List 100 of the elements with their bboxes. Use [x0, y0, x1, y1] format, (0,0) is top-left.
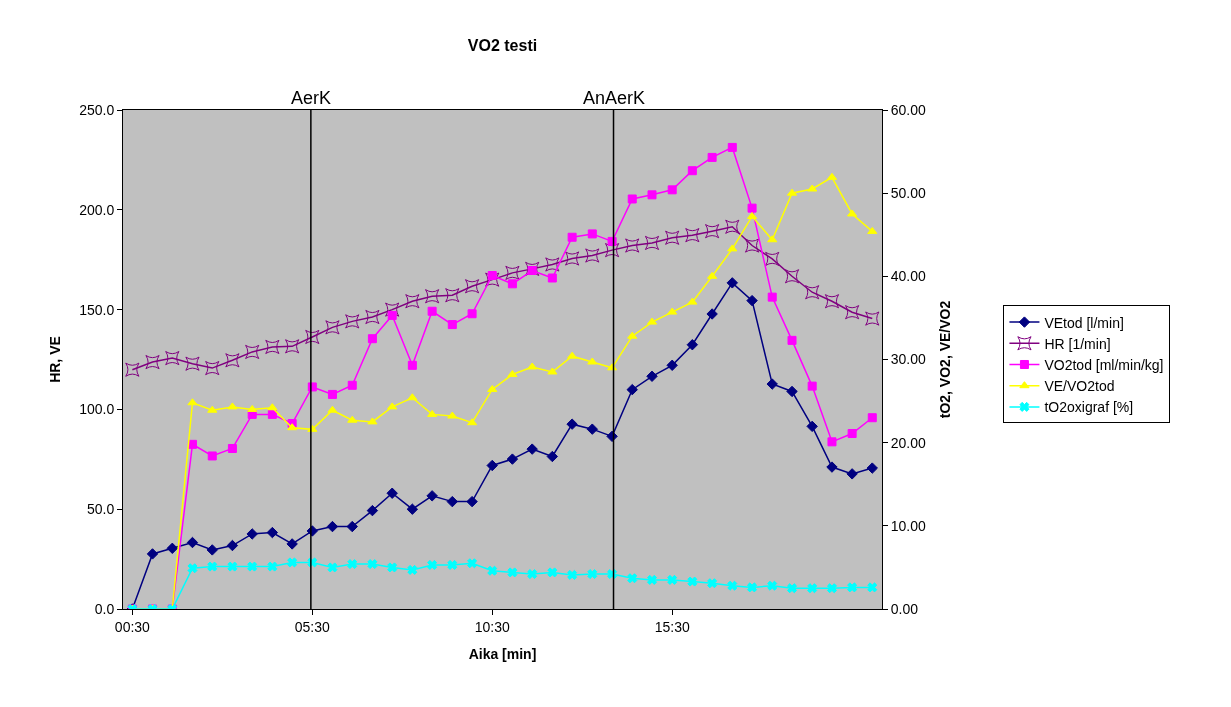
point [207, 561, 218, 572]
point [847, 582, 858, 593]
point [207, 451, 217, 461]
y-tick-label: 150.0 [79, 301, 115, 318]
y2-tick-label: 10.00 [890, 517, 927, 534]
y2-tick-label: 50.00 [890, 185, 927, 202]
point [166, 542, 178, 555]
point [327, 405, 338, 413]
point [407, 393, 418, 401]
point [365, 309, 380, 325]
point [587, 229, 597, 239]
point [466, 495, 478, 508]
point [405, 294, 420, 309]
y-tick-label: 200.0 [79, 201, 115, 218]
point [727, 142, 737, 152]
point [627, 331, 638, 339]
point [267, 403, 278, 411]
point [666, 359, 678, 371]
point [447, 411, 458, 419]
y-tick-label: 100.0 [79, 401, 115, 418]
point [486, 459, 498, 472]
y2-tick-label: 30.00 [890, 351, 927, 368]
point [287, 423, 298, 431]
point [646, 370, 658, 382]
point [526, 443, 538, 455]
point [807, 381, 817, 391]
point [687, 576, 698, 587]
point [165, 351, 180, 366]
point [527, 362, 538, 370]
point [446, 495, 458, 508]
point [625, 238, 640, 253]
point [505, 265, 520, 280]
point [867, 582, 878, 593]
point [747, 582, 758, 593]
point [766, 378, 778, 390]
point [125, 362, 140, 377]
point [667, 307, 678, 315]
y2-tick-label: 0.00 [890, 600, 919, 617]
point [566, 418, 578, 430]
point [707, 578, 718, 589]
y2-tick-label: 60.00 [890, 101, 927, 118]
point [744, 238, 760, 253]
ref-line-label: AerK [291, 88, 332, 108]
point [347, 559, 358, 570]
point [247, 561, 258, 572]
point [806, 420, 818, 433]
point [267, 409, 277, 419]
point [867, 413, 877, 423]
point [327, 562, 338, 573]
point [547, 273, 557, 283]
point [547, 567, 558, 578]
point [267, 561, 278, 572]
point [807, 583, 818, 594]
point [587, 357, 598, 365]
y-tick-label: 0.0 [94, 600, 115, 617]
point [604, 243, 620, 258]
point [585, 248, 600, 263]
point [567, 232, 577, 242]
point [665, 230, 680, 245]
point [865, 311, 880, 326]
point [226, 539, 239, 552]
point [845, 305, 860, 320]
point [685, 228, 700, 243]
point [426, 490, 438, 502]
point [406, 503, 419, 515]
point [786, 385, 798, 398]
legend-label: HR [1/min] [1044, 335, 1111, 352]
point [827, 437, 837, 447]
point [187, 398, 198, 406]
ref-line-label: AnAerK [583, 88, 646, 108]
point [746, 294, 758, 307]
point [824, 294, 840, 309]
point [627, 573, 638, 584]
point [265, 339, 280, 355]
point [487, 384, 498, 392]
point [447, 559, 458, 570]
point [485, 272, 500, 287]
point [727, 244, 738, 252]
point [427, 409, 438, 417]
point [707, 271, 718, 279]
point [285, 339, 300, 354]
point [145, 354, 160, 370]
y-axis-title: HR, VE [46, 336, 63, 383]
x-axis-title: Aika [min] [468, 646, 537, 663]
point [387, 310, 397, 320]
point [847, 209, 858, 217]
point [146, 548, 159, 560]
point [866, 462, 878, 474]
point [305, 329, 320, 345]
point [246, 528, 258, 540]
point [507, 369, 518, 377]
point [207, 405, 218, 413]
point [627, 194, 637, 204]
point [847, 429, 857, 439]
point [346, 520, 358, 533]
point [846, 468, 858, 480]
point [767, 235, 778, 243]
legend-label: tO2oxigraf [%] [1044, 399, 1134, 416]
point [347, 415, 358, 423]
point [787, 335, 797, 345]
